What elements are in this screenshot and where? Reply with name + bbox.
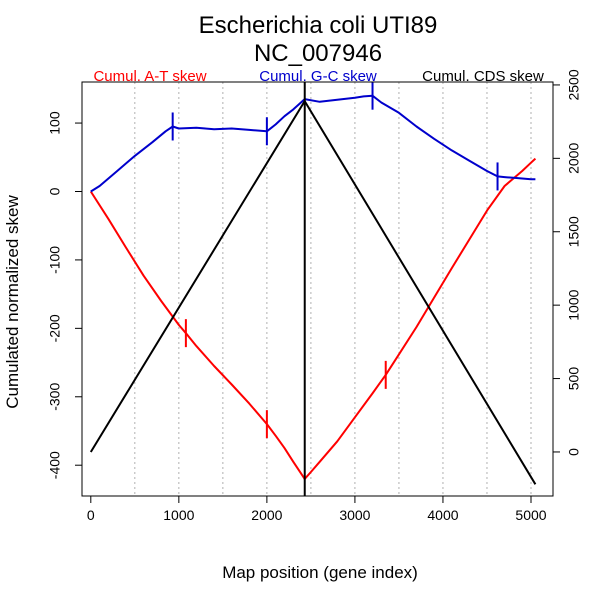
chart-title: Escherichia coli UTI89	[199, 12, 438, 39]
y-tick-label: 0	[47, 187, 63, 195]
chart-subtitle: NC_007946	[254, 40, 382, 67]
series-line-cds	[89, 100, 537, 485]
series-group	[89, 81, 537, 496]
gridlines	[134, 82, 532, 496]
x-tick-label: 0	[87, 507, 95, 523]
x-axis: 0 1000 2000 3000 4000 5000	[87, 495, 547, 523]
x-axis-label: Map position (gene index)	[222, 563, 418, 582]
plot-frame	[81, 81, 554, 497]
y2-tick-label: 2000	[566, 143, 582, 174]
series-line-at	[89, 157, 537, 480]
y-tick-label: 100	[47, 111, 63, 135]
y-tick-label: -300	[47, 383, 63, 411]
legend-at: Cumul. A-T skew	[93, 68, 206, 85]
y-axis-label: Cumulated normalized skew	[3, 195, 22, 409]
legend-cds: Cumul. CDS skew	[422, 68, 544, 85]
x-tick-label: 3000	[339, 507, 370, 523]
legend-gc: Cumul. G-C skew	[259, 68, 377, 85]
y-tick-label: -100	[47, 246, 63, 274]
x-tick-label: 2000	[251, 507, 282, 523]
y2-tick-label: 2500	[566, 69, 582, 100]
series-line-gc	[90, 94, 536, 193]
y2-tick-label: 0	[566, 448, 582, 456]
y2-tick-label: 1500	[566, 216, 582, 247]
y-tick-label: -200	[47, 314, 63, 342]
x-tick-label: 1000	[163, 507, 194, 523]
y2-axis: 0 500 1000 1500 2000 2500	[552, 69, 582, 456]
y-tick-label: -400	[47, 451, 63, 479]
x-tick-label: 5000	[515, 507, 546, 523]
y-axis: -400 -300 -200 -100 0 100	[47, 111, 83, 479]
x-tick-label: 4000	[427, 507, 458, 523]
y2-tick-label: 500	[566, 367, 582, 391]
y2-tick-label: 1000	[566, 289, 582, 320]
